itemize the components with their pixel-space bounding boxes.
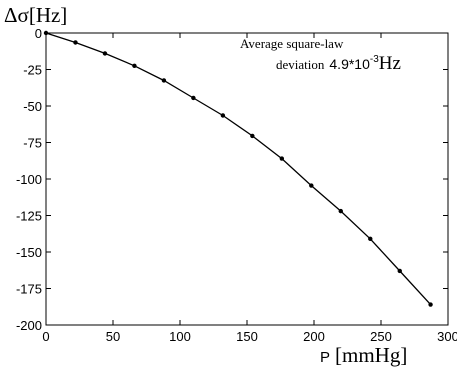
data-point <box>397 268 402 274</box>
annotation-line-2: deviation 4.9*10-3Hz <box>276 53 401 74</box>
data-point <box>191 95 196 101</box>
y-axis-symbol: Δσ <box>4 3 29 27</box>
data-point <box>309 183 314 188</box>
annotation-value: 4.9*10 <box>329 56 370 72</box>
data-point <box>338 208 343 214</box>
y-tick-label: -100 <box>16 172 42 187</box>
x-tick-label: 0 <box>42 329 49 344</box>
y-tick-label: -75 <box>23 136 42 151</box>
data-point <box>132 63 137 69</box>
series-points <box>43 30 433 307</box>
y-tick-label: -50 <box>23 99 42 114</box>
x-axis-label: P [mmHg] <box>320 343 407 367</box>
y-tick-label: -175 <box>16 282 42 297</box>
data-point <box>220 113 226 118</box>
data-point <box>73 40 78 45</box>
plot-frame <box>45 32 449 326</box>
data-point <box>279 156 285 161</box>
annotation-exponent: -3 <box>370 54 379 65</box>
y-tick-label: 0 <box>35 26 42 41</box>
y-axis-label: Δσ[Hz] <box>4 3 67 27</box>
data-point <box>43 30 49 36</box>
annotation-deviation-label: deviation <box>276 57 325 72</box>
y-axis-unit: [Hz] <box>29 3 67 27</box>
y-tick-label: -25 <box>23 63 42 78</box>
x-tick-label: 100 <box>169 329 191 344</box>
data-point <box>428 302 433 307</box>
annotation-unit: Hz <box>379 53 401 74</box>
y-tick-label: -125 <box>16 209 42 224</box>
y-tick-label: -150 <box>16 245 42 260</box>
x-axis-unit: [mmHg] <box>335 343 407 367</box>
x-tick-label: 200 <box>303 329 325 344</box>
series-line <box>45 32 432 306</box>
x-axis-ticks: 0 50 100 150 200 250 300 <box>42 33 457 344</box>
data-point <box>102 51 108 56</box>
data-point <box>161 78 167 83</box>
x-tick-label: 150 <box>236 329 258 344</box>
x-axis-symbol: P <box>320 349 330 366</box>
y-axis-ticks: 0 -25 -50 -75 -100 -125 -150 -175 -200 <box>16 26 448 333</box>
x-tick-label: 300 <box>437 329 457 344</box>
data-point <box>250 133 255 139</box>
x-tick-label: 50 <box>106 329 120 344</box>
x-tick-label: 250 <box>370 329 392 344</box>
y-tick-label: -200 <box>16 318 42 333</box>
annotation-line-1: Average square-law <box>240 36 344 51</box>
data-point <box>368 236 373 242</box>
